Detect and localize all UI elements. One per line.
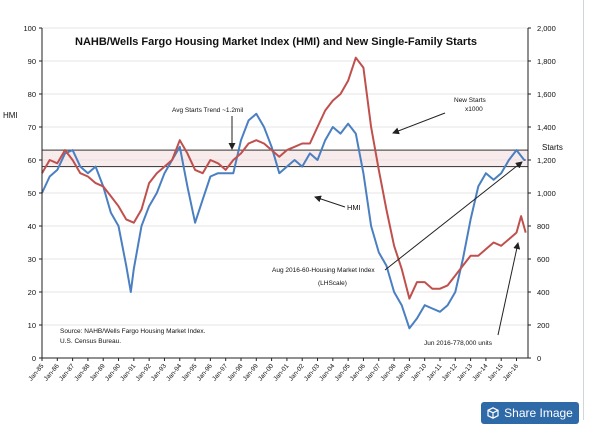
y-tick-label-left: 60 [28,156,36,165]
x-tick-label: Jan-10 [410,362,428,382]
y-tick-label-right: 1,000 [537,189,556,198]
y-tick-label-right: 600 [537,255,550,264]
y-tick-label-right: 800 [537,222,550,231]
y-tick-label-left: 20 [28,288,36,297]
y-tick-label-right: 400 [537,288,550,297]
annotation-source-1: Source: NAHB/Wells Fargo Housing Market … [60,328,206,335]
y-axis-right-label: Starts [542,143,563,152]
share-image-button[interactable]: Share Image [481,402,579,424]
y-tick-label-right: 1,400 [537,123,556,132]
y-tick-label-right: 1,600 [537,90,556,99]
annotation-jun-starts: Jun 2016-778,000 units [424,340,493,347]
y-tick-label-left: 40 [28,222,36,231]
annotations: Avg Starts Trend ~1.2mil New Starts x100… [60,97,523,347]
share-image-label: Share Image [504,406,573,420]
annotation-new-starts-arrow [392,112,446,135]
y-axis-left-label: HMI [3,111,18,120]
annotation-avg-starts: Avg Starts Trend ~1.2mil [172,107,244,114]
series-layer [41,56,527,330]
y-tick-label-left: 0 [32,354,36,363]
annotation-hmi-arrow [314,195,346,208]
y-axis-right-ticks: 0 200 400 600 800 1,000 1,200 1,400 1,600 1,800 2,… [528,24,556,363]
annotation-source-2: U.S. Census Bureau. [60,338,121,345]
y-tick-label-left: 90 [28,57,36,66]
y-tick-label-left: 100 [23,24,36,33]
new-starts-line [41,56,527,300]
annotation-aug-hmi-2: (LHScale) [318,280,347,287]
y-tick-label-right: 200 [537,321,550,330]
chart-title: NAHB/Wells Fargo Housing Market Index (H… [75,36,477,48]
y-tick-label-left: 30 [28,255,36,264]
gridlines [42,27,528,359]
annotation-new-starts-2: x1000 [465,106,483,113]
y-tick-label-left: 50 [28,189,36,198]
y-tick-label-left: 10 [28,321,36,330]
y-tick-label-left: 80 [28,90,36,99]
y-tick-label-left: 70 [28,123,36,132]
x-axis-ticks: Jan-85Jan-86Jan-87Jan-88Jan-89Jan-90Jan-… [27,358,520,383]
y-tick-label-right: 1,200 [537,156,556,165]
hmi-line [41,112,526,330]
annotation-jun-starts-arrow [497,242,521,336]
y-tick-label-right: 0 [537,354,541,363]
y-tick-label-right: 1,800 [537,57,556,66]
annotation-aug-hmi-1: Aug 2016-60-Housing Market Index [272,267,375,274]
annotation-hmi: HMI [347,203,361,212]
annotation-new-starts-1: New Starts [454,97,487,104]
annotation-aug-hmi-arrow [384,161,523,271]
hmi-starts-chart: NAHB/Wells Fargo Housing Market Index (H… [3,24,563,383]
y-axis-left-ticks: 0 10 20 30 40 50 60 70 80 90 100 [23,24,42,363]
y-tick-label-right: 2,000 [537,24,556,33]
x-tick-label: Jan-16 [502,362,520,382]
cube-share-icon [487,407,499,419]
panel-divider [583,0,584,420]
